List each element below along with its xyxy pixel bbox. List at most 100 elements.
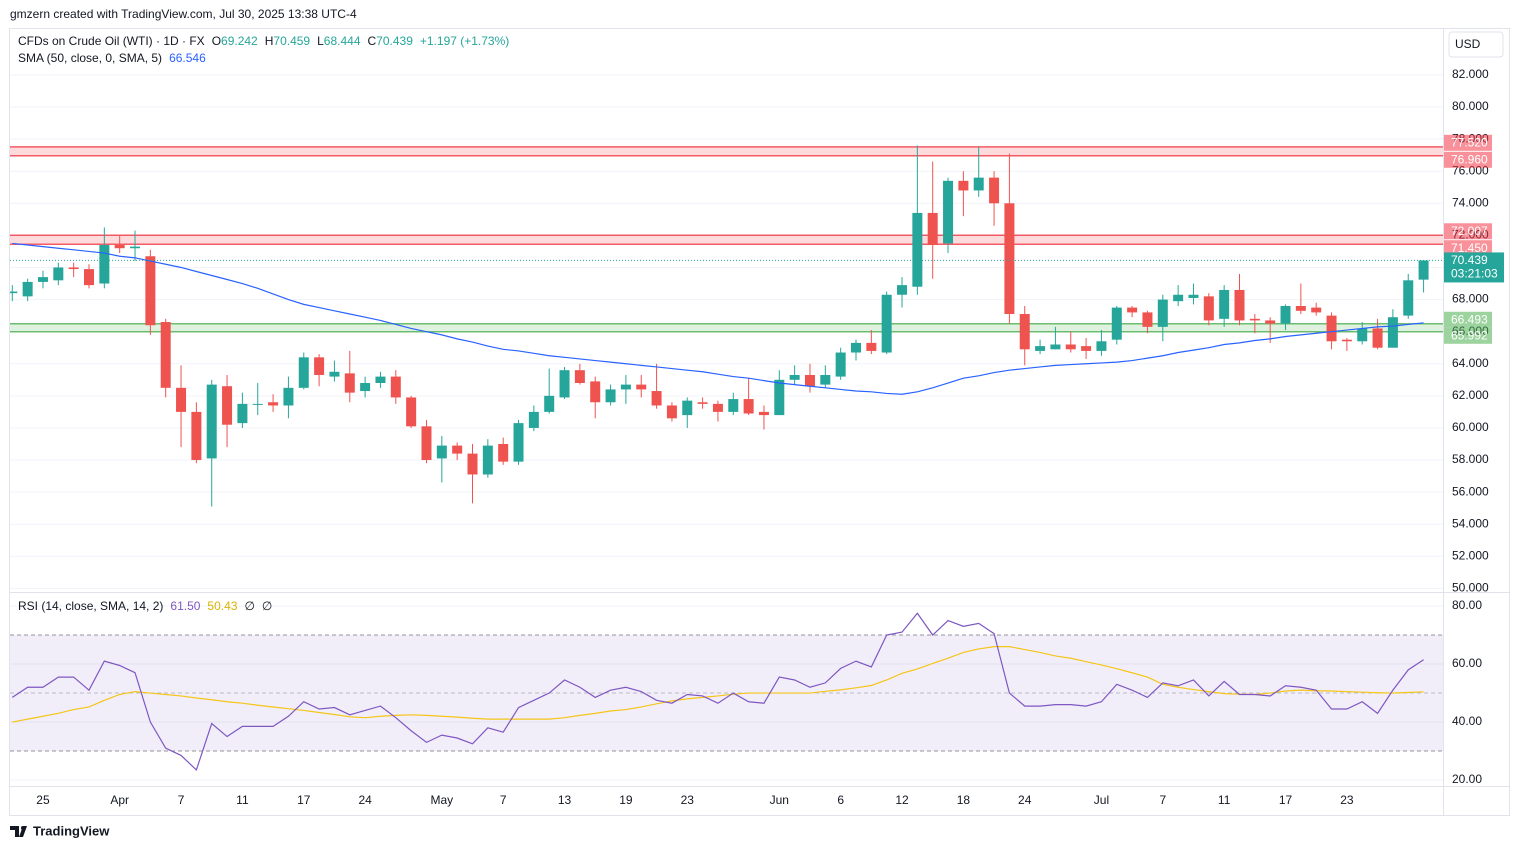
rsi-band <box>10 635 1443 752</box>
x-tick-label: May <box>430 793 453 807</box>
candle-body <box>482 445 493 475</box>
price-tag <box>1444 223 1492 240</box>
x-tick-label: 24 <box>358 793 372 807</box>
y-tick-label: 60.00 <box>1452 656 1482 670</box>
x-tick-label: 17 <box>297 793 311 807</box>
candle-body <box>528 411 539 428</box>
candle-body <box>559 370 570 398</box>
candle-body <box>1249 318 1260 321</box>
creator-note: gmzern created with TradingView.com, Jul… <box>10 7 357 21</box>
candle-body <box>436 445 447 459</box>
candle-body <box>697 402 708 404</box>
candle-body <box>1019 314 1030 350</box>
candle-body <box>145 256 156 326</box>
y-tick-label: 80.000 <box>1452 99 1489 113</box>
x-tick-label: 6 <box>837 793 844 807</box>
chart-frame <box>9 28 1510 816</box>
x-tick-label: 19 <box>619 793 633 807</box>
x-tick-label: 23 <box>1340 793 1354 807</box>
candle-body <box>130 246 141 249</box>
x-tick-label: 23 <box>681 793 695 807</box>
candle-body <box>1111 307 1122 340</box>
y-tick-label: 80.00 <box>1452 598 1482 612</box>
countdown-label: 03:21:03 <box>1451 267 1498 281</box>
candle-body <box>237 403 248 424</box>
candle-body <box>927 212 938 246</box>
candle-body <box>1280 305 1291 324</box>
price-tag <box>1444 134 1492 151</box>
ohlc-letter: O <box>212 34 221 48</box>
candle-body <box>160 322 171 388</box>
candle-body <box>574 370 585 384</box>
y-tick-label: 56.000 <box>1452 484 1489 498</box>
y-tick-label: 60.000 <box>1452 420 1489 434</box>
y-tick-label: 58.000 <box>1452 452 1489 466</box>
x-tick-label: 13 <box>558 793 572 807</box>
candle-body <box>68 267 79 270</box>
candle-body <box>620 384 631 390</box>
candle-body <box>989 177 1000 204</box>
brand-logo <box>10 826 27 837</box>
candle-body <box>1050 344 1061 350</box>
ohlc-value: 68.444 <box>324 34 361 48</box>
candle-body <box>10 291 18 294</box>
candle-body <box>728 399 739 412</box>
price-tag <box>1444 327 1492 344</box>
candle-body <box>206 384 217 459</box>
candle-body <box>1311 307 1322 313</box>
x-tick-label: Apr <box>110 793 129 807</box>
candle-body <box>99 245 110 284</box>
ohlc-value: 69.242 <box>221 34 258 48</box>
candle-body <box>881 294 892 353</box>
zone-band <box>10 235 1443 245</box>
logo-dot <box>21 826 25 830</box>
candle-body <box>866 342 877 351</box>
x-tick-label: 18 <box>957 793 971 807</box>
current-price-tag <box>1444 252 1504 283</box>
indicator-name: SMA (50, close, 0, SMA, 5) <box>18 51 162 65</box>
candle-body <box>1096 341 1107 351</box>
candle-body <box>789 374 800 380</box>
candle-body <box>1127 307 1138 313</box>
zone-band <box>10 146 1443 156</box>
candle-body <box>712 403 723 412</box>
candle-body <box>252 403 263 405</box>
candle-body <box>943 180 954 244</box>
price-tag <box>1444 151 1492 168</box>
candle-body <box>406 397 417 427</box>
zone-band <box>10 323 1443 332</box>
candle-body <box>1403 280 1414 316</box>
change-label: +1.197 (+1.73%) <box>420 34 509 48</box>
candle-body <box>1295 305 1306 311</box>
y-tick-label: 82.000 <box>1452 67 1489 81</box>
currency-button[interactable] <box>1448 31 1504 58</box>
ohlc-value: 70.459 <box>273 34 310 48</box>
candle-body <box>912 212 923 287</box>
y-tick-label: 50.000 <box>1452 581 1489 595</box>
price-tag <box>1444 311 1492 328</box>
ohlc-value: 70.439 <box>376 34 413 48</box>
currency-label[interactable]: USD <box>1455 37 1481 51</box>
candle-body <box>1203 296 1214 321</box>
ohlc-letter: H <box>265 34 274 48</box>
y-tick-label: 62.000 <box>1452 388 1489 402</box>
candle-body <box>375 376 386 384</box>
candle-body <box>1418 260 1429 280</box>
price-tag-label: 65.992 <box>1451 328 1488 342</box>
candle-body <box>1341 339 1352 342</box>
legend-line: SMA (50, close, 0, SMA, 5) 66.546 <box>18 51 206 65</box>
candle-body <box>651 391 662 406</box>
price-tag-label: 71.450 <box>1451 241 1488 255</box>
indicator-name: RSI (14, close, SMA, 14, 2) <box>18 599 163 613</box>
candle-body <box>22 281 33 297</box>
y-tick-label: 64.000 <box>1452 356 1489 370</box>
candle-body <box>851 342 861 353</box>
candle-body <box>774 379 785 416</box>
candle-body <box>1234 289 1245 321</box>
x-tick-label: 7 <box>1159 793 1166 807</box>
x-tick-label: 25 <box>36 793 50 807</box>
candle-body <box>222 386 233 425</box>
candle-body <box>268 402 279 406</box>
